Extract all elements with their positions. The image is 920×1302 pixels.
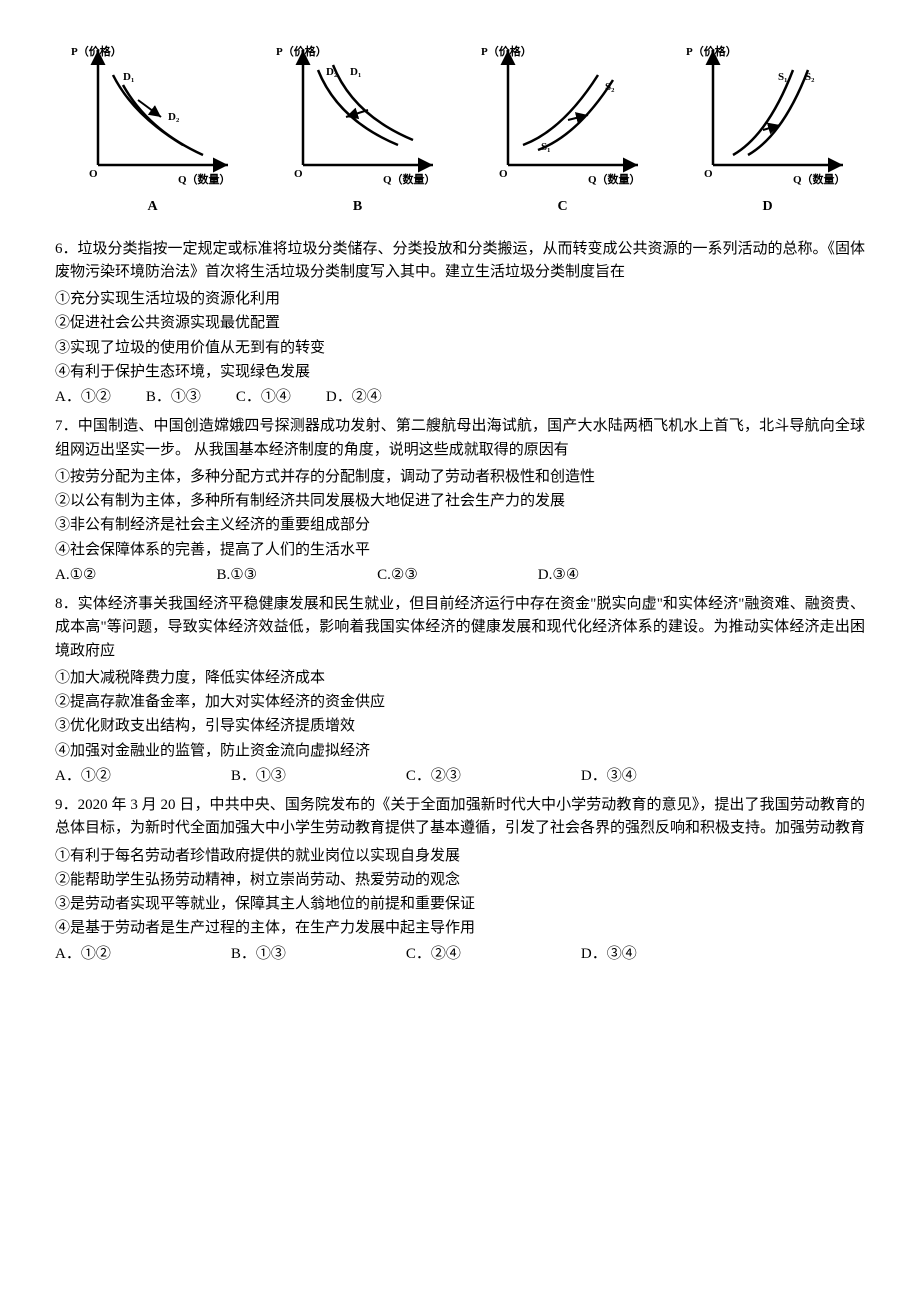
question-9: 9．2020 年 3 月 20 日，中共中央、国务院发布的《关于全面加强新时代大… (55, 794, 865, 841)
q9-options: A．①② B．①③ C．②④ D．③④ (55, 943, 865, 966)
chart-D: P（价格） Q（数量） O S₁ S₂ D (678, 35, 858, 218)
chart-B: P（价格） Q（数量） O D₂ D₁ B (268, 35, 448, 218)
q6-item1: ①充分实现生活垃圾的资源化利用 (55, 288, 865, 311)
ylabel: P（价格） (276, 44, 327, 58)
xlabel: Q（数量） (178, 172, 231, 186)
q7-optD: D.③④ (538, 564, 579, 587)
q7-item4: ④社会保障体系的完善，提高了人们的生活水平 (55, 539, 865, 562)
q7-text: 7．中国制造、中国创造嫦娥四号探测器成功发射、第二艘航母出海试航，国产大水陆两栖… (55, 418, 865, 457)
xlabel: Q（数量） (588, 172, 641, 186)
question-8: 8．实体经济事关我国经济平稳健康发展和民生就业，但目前经济运行中存在资金"脱实向… (55, 593, 865, 663)
q8-item3: ③优化财政支出结构，引导实体经济提质增效 (55, 715, 865, 738)
q9-item4: ④是基于劳动者是生产过程的主体，在生产力发展中起主导作用 (55, 917, 865, 940)
question-6: 6．垃圾分类指按一定规定或标准将垃圾分类储存、分类投放和分类搬运，从而转变成公共… (55, 238, 865, 285)
ylabel: P（价格） (686, 44, 737, 58)
q9-optA: A．①② (55, 943, 111, 966)
q7-item1: ①按劳分配为主体，多种分配方式并存的分配制度，调动了劳动者积极性和创造性 (55, 466, 865, 489)
svg-text:D₁: D₁ (350, 66, 361, 78)
q8-optD: D．③④ (581, 765, 637, 788)
svg-text:S₂: S₂ (805, 71, 815, 83)
xlabel: Q（数量） (793, 172, 846, 186)
q6-optA: A．①② (55, 386, 111, 409)
q9-item1: ①有利于每名劳动者珍惜政府提供的就业岗位以实现自身发展 (55, 845, 865, 868)
svg-text:O: O (704, 168, 713, 180)
q9-optB: B．①③ (231, 943, 286, 966)
xlabel: Q（数量） (383, 172, 436, 186)
chart-C: P（价格） Q（数量） O S₁ S₂ C (473, 35, 653, 218)
svg-text:D₂: D₂ (168, 111, 180, 123)
charts-row: P（价格） Q（数量） O D₁ D₂ A P（价格） Q（数量） O D₂ D… (55, 35, 865, 218)
q6-item2: ②促进社会公共资源实现最优配置 (55, 312, 865, 335)
q8-item1: ①加大减税降费力度，降低实体经济成本 (55, 667, 865, 690)
q6-optB: B．①③ (146, 386, 201, 409)
q8-options: A．①② B．①③ C．②③ D．③④ (55, 765, 865, 788)
svg-text:D₁: D₁ (123, 71, 134, 83)
q6-optC: C．①④ (236, 386, 291, 409)
q7-optA: A.①② (55, 564, 96, 587)
q9-optD: D．③④ (581, 943, 637, 966)
q7-optB: B.①③ (216, 564, 257, 587)
q8-optB: B．①③ (231, 765, 286, 788)
svg-text:O: O (294, 168, 303, 180)
q8-optC: C．②③ (406, 765, 461, 788)
q9-item2: ②能帮助学生弘扬劳动精神，树立崇尚劳动、热爱劳动的观念 (55, 869, 865, 892)
q9-optC: C．②④ (406, 943, 461, 966)
q6-optD: D．②④ (326, 386, 382, 409)
chart-label-B: B (353, 196, 362, 218)
q8-item4: ④加强对金融业的监管，防止资金流向虚拟经济 (55, 740, 865, 763)
q6-item3: ③实现了垃圾的使用价值从无到有的转变 (55, 337, 865, 360)
q9-item3: ③是劳动者实现平等就业，保障其主人翁地位的前提和重要保证 (55, 893, 865, 916)
chart-A: P（价格） Q（数量） O D₁ D₂ A (63, 35, 243, 218)
svg-text:S₂: S₂ (605, 81, 615, 93)
q7-item2: ②以公有制为主体，多种所有制经济共同发展极大地促进了社会生产力的发展 (55, 490, 865, 513)
svg-text:S₁: S₁ (778, 71, 787, 83)
q6-text: 6．垃圾分类指按一定规定或标准将垃圾分类储存、分类投放和分类搬运，从而转变成公共… (55, 241, 865, 280)
question-7: 7．中国制造、中国创造嫦娥四号探测器成功发射、第二艘航母出海试航，国产大水陆两栖… (55, 415, 865, 462)
q8-text: 8．实体经济事关我国经济平稳健康发展和民生就业，但目前经济运行中存在资金"脱实向… (55, 596, 865, 659)
chart-label-A: A (147, 196, 157, 218)
q7-item3: ③非公有制经济是社会主义经济的重要组成部分 (55, 514, 865, 537)
ylabel: P（价格） (481, 44, 532, 58)
q9-text: 9．2020 年 3 月 20 日，中共中央、国务院发布的《关于全面加强新时代大… (55, 797, 865, 836)
q7-options: A.①② B.①③ C.②③ D.③④ (55, 564, 865, 587)
q7-optC: C.②③ (377, 564, 418, 587)
q6-item4: ④有利于保护生态环境，实现绿色发展 (55, 361, 865, 384)
q8-item2: ②提高存款准备金率，加大对实体经济的资金供应 (55, 691, 865, 714)
chart-label-C: C (557, 196, 567, 218)
chart-label-D: D (762, 196, 772, 218)
svg-text:O: O (89, 168, 98, 180)
q8-optA: A．①② (55, 765, 111, 788)
svg-text:O: O (499, 168, 508, 180)
q6-options: A．①② B．①③ C．①④ D．②④ (55, 386, 865, 409)
ylabel: P（价格） (71, 44, 122, 58)
